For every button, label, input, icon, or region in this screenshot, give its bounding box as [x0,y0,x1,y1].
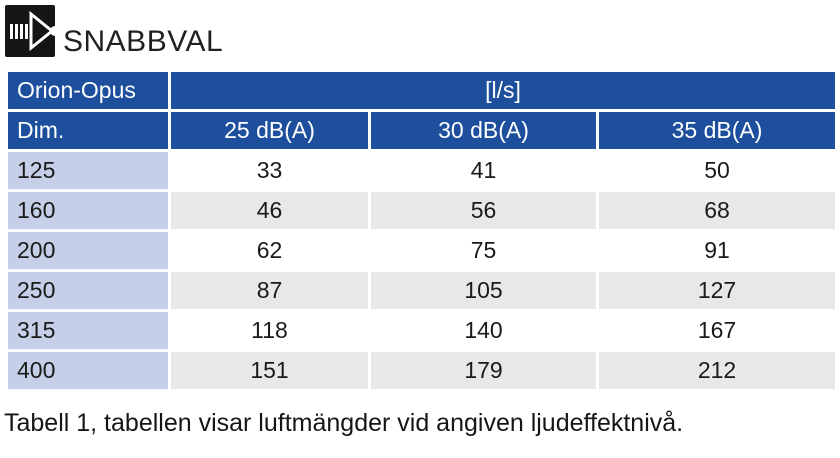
value-cell: 41 [371,152,596,189]
value-cell: 50 [599,152,835,189]
fast-forward-arrow-icon [5,5,55,57]
table-row: 200 62 75 91 [8,232,835,269]
dim-cell: 125 [8,152,168,189]
table-row: 125 33 41 50 [8,152,835,189]
dim-cell: 250 [8,272,168,309]
column-header-dim: Dim. [8,112,168,149]
table-caption: Tabell 1, tabellen visar luftmängder vid… [4,409,684,437]
value-cell: 212 [599,352,835,389]
column-header-25db: 25 dB(A) [171,112,368,149]
value-cell: 118 [171,312,368,349]
table-unit-label: [l/s] [171,72,835,109]
table-row: 250 87 105 127 [8,272,835,309]
table-row: 160 46 56 68 [8,192,835,229]
value-cell: 151 [171,352,368,389]
value-cell: 33 [171,152,368,189]
dim-cell: 160 [8,192,168,229]
dim-cell: 400 [8,352,168,389]
value-cell: 91 [599,232,835,269]
column-header-35db: 35 dB(A) [599,112,835,149]
value-cell: 68 [599,192,835,229]
value-cell: 46 [171,192,368,229]
value-cell: 179 [371,352,596,389]
value-cell: 127 [599,272,835,309]
table-header-row-1: Orion-Opus [l/s] [8,72,835,109]
table-header-row-2: Dim. 25 dB(A) 30 dB(A) 35 dB(A) [8,112,835,149]
table-row: 400 151 179 212 [8,352,835,389]
airflow-table: Orion-Opus [l/s] Dim. 25 dB(A) 30 dB(A) … [5,69,838,392]
value-cell: 62 [171,232,368,269]
value-cell: 56 [371,192,596,229]
page-title: SNABBVAL [63,25,224,58]
value-cell: 87 [171,272,368,309]
dim-cell: 315 [8,312,168,349]
value-cell: 167 [599,312,835,349]
brand-header: SNABBVAL [5,5,223,57]
table-corner-label: Orion-Opus [8,72,168,109]
column-header-30db: 30 dB(A) [371,112,596,149]
table-row: 315 118 140 167 [8,312,835,349]
value-cell: 75 [371,232,596,269]
value-cell: 140 [371,312,596,349]
dim-cell: 200 [8,232,168,269]
value-cell: 105 [371,272,596,309]
